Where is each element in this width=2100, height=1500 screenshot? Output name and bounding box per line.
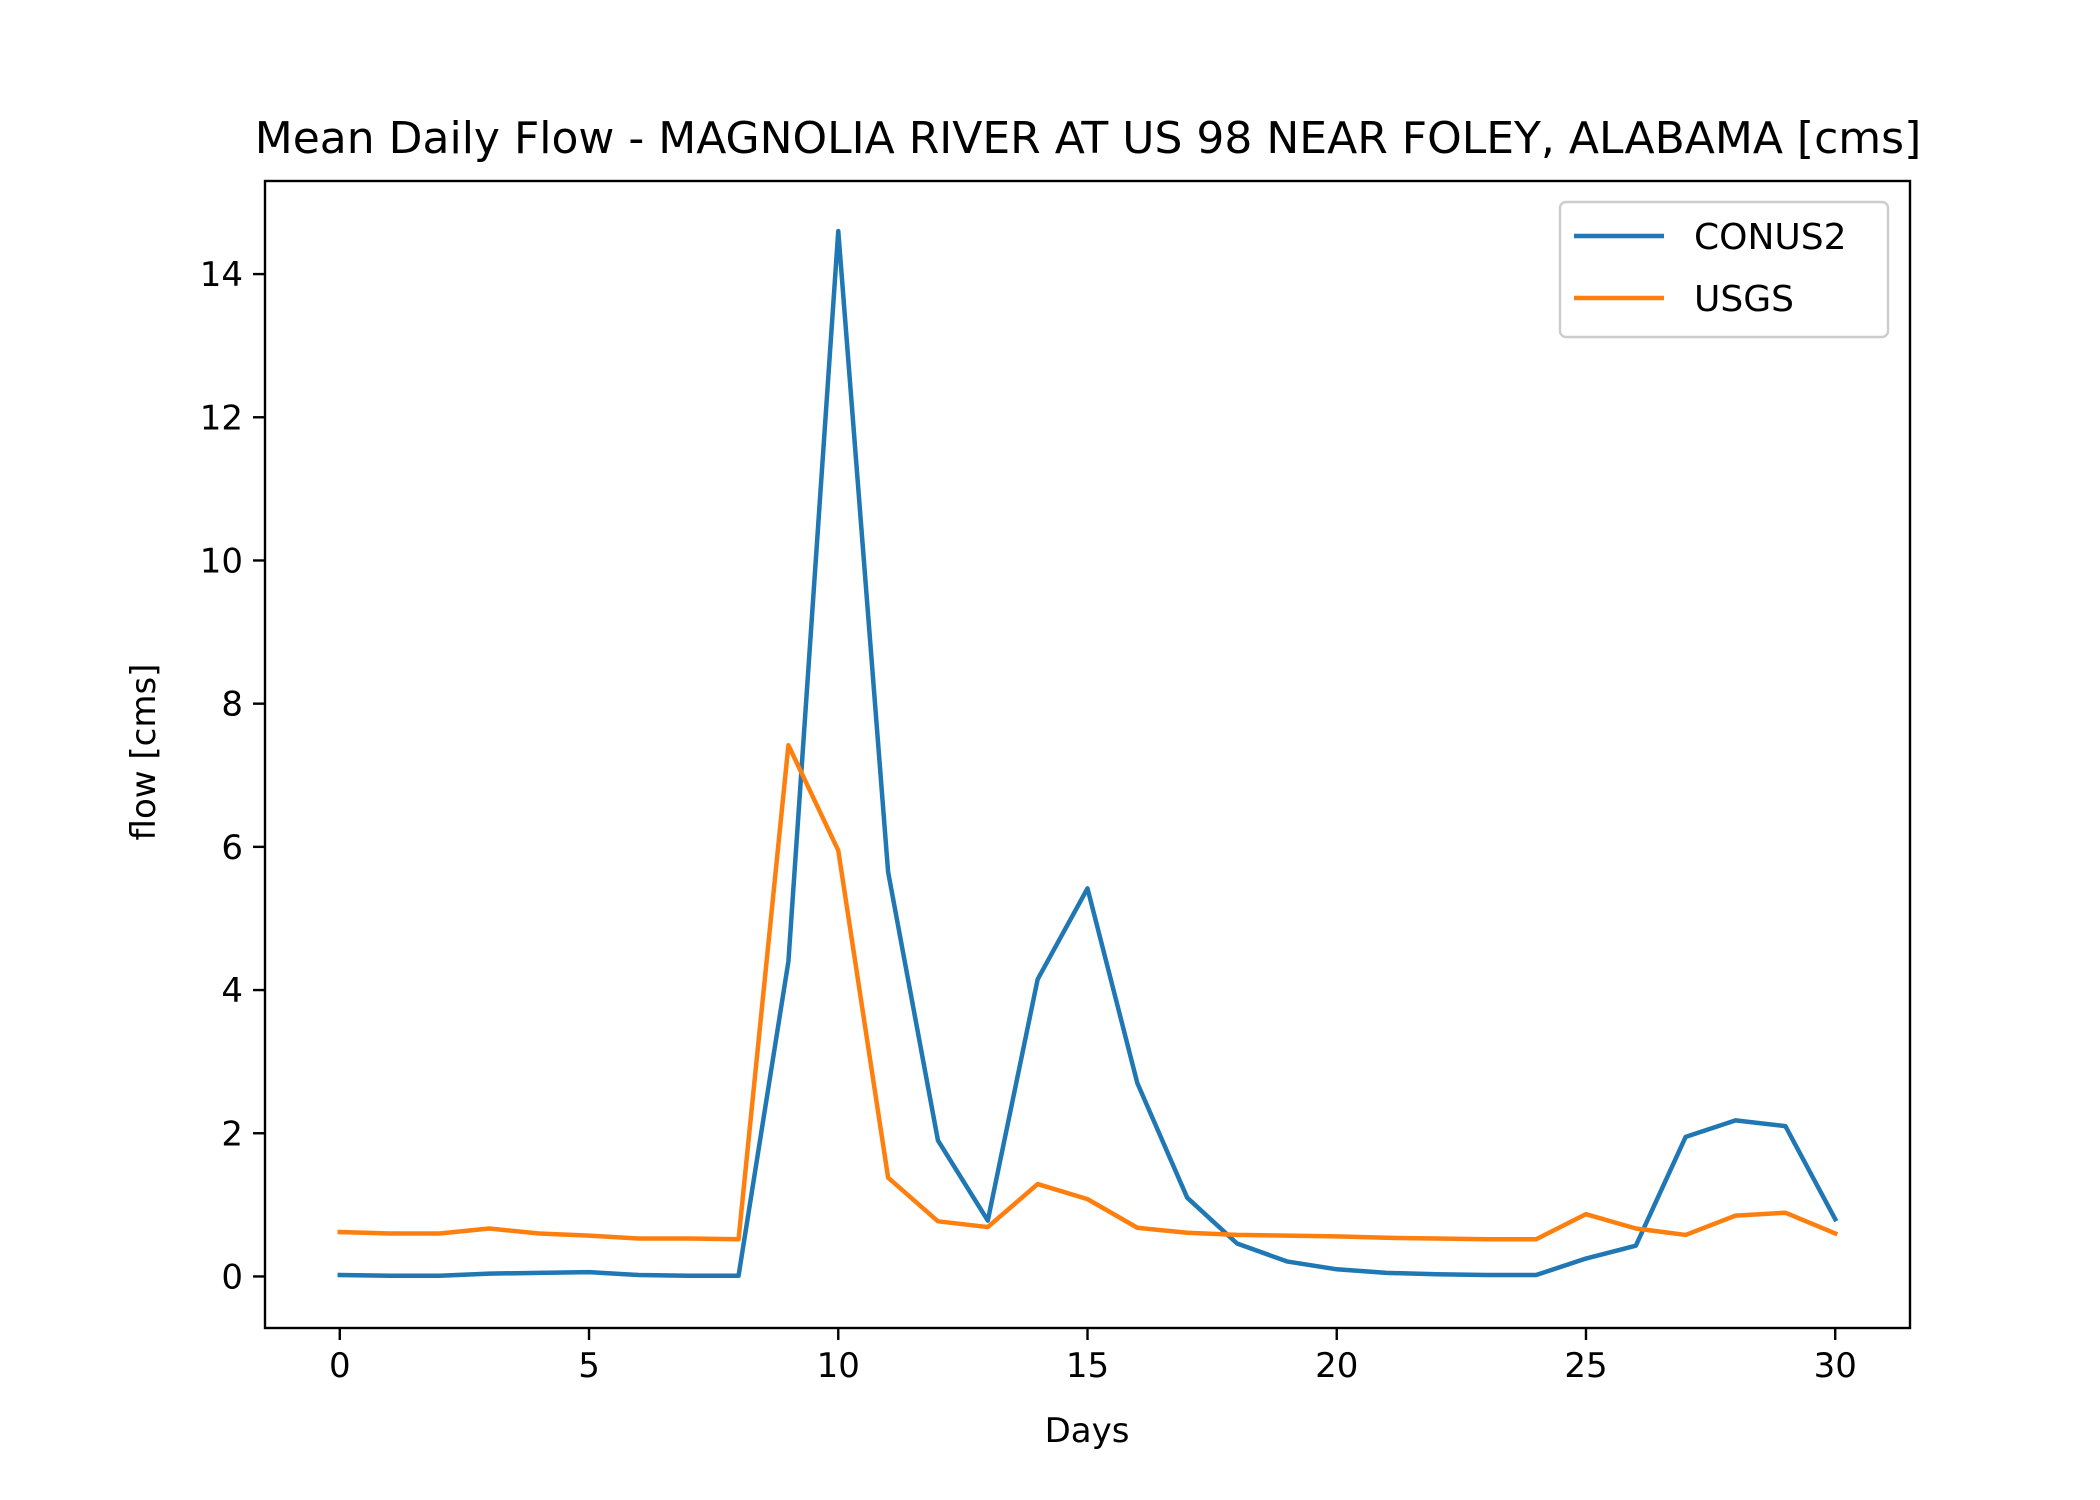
series-lines bbox=[337, 228, 1839, 1278]
y-axis: 0 2 4 6 8 10 12 14 bbox=[200, 255, 265, 1297]
y-tick-label: 14 bbox=[200, 255, 243, 295]
y-axis-label: flow [cms] bbox=[124, 664, 164, 841]
x-tick-label: 10 bbox=[817, 1346, 860, 1386]
series-line-usgs bbox=[337, 742, 1839, 1242]
y-tick-label: 12 bbox=[200, 398, 243, 438]
y-tick-label: 10 bbox=[200, 541, 243, 581]
chart-title: Mean Daily Flow - MAGNOLIA RIVER AT US 9… bbox=[255, 113, 1921, 164]
x-tick-label: 0 bbox=[329, 1346, 351, 1386]
legend: CONUS2 USGS bbox=[1558, 200, 1890, 339]
x-axis: 0 5 10 15 20 25 30 bbox=[329, 1328, 1857, 1386]
legend-label-usgs: USGS bbox=[1694, 279, 1794, 320]
series-line-conus2 bbox=[337, 228, 1839, 1278]
legend-label-conus2: CONUS2 bbox=[1694, 217, 1847, 258]
y-tick-label: 0 bbox=[221, 1257, 243, 1297]
x-tick-label: 30 bbox=[1814, 1346, 1857, 1386]
plot-area: 0 5 10 15 20 25 30 0 2 4 6 8 10 12 14 bbox=[200, 179, 1912, 1386]
x-tick-label: 25 bbox=[1564, 1346, 1607, 1386]
y-tick-label: 6 bbox=[221, 828, 243, 868]
y-tick-label: 2 bbox=[221, 1114, 243, 1154]
x-tick-label: 20 bbox=[1315, 1346, 1358, 1386]
x-tick-label: 5 bbox=[578, 1346, 600, 1386]
x-axis-label: Days bbox=[1045, 1411, 1130, 1451]
y-tick-label: 4 bbox=[221, 971, 243, 1011]
x-tick-label: 15 bbox=[1066, 1346, 1109, 1386]
y-tick-label: 8 bbox=[221, 685, 243, 725]
